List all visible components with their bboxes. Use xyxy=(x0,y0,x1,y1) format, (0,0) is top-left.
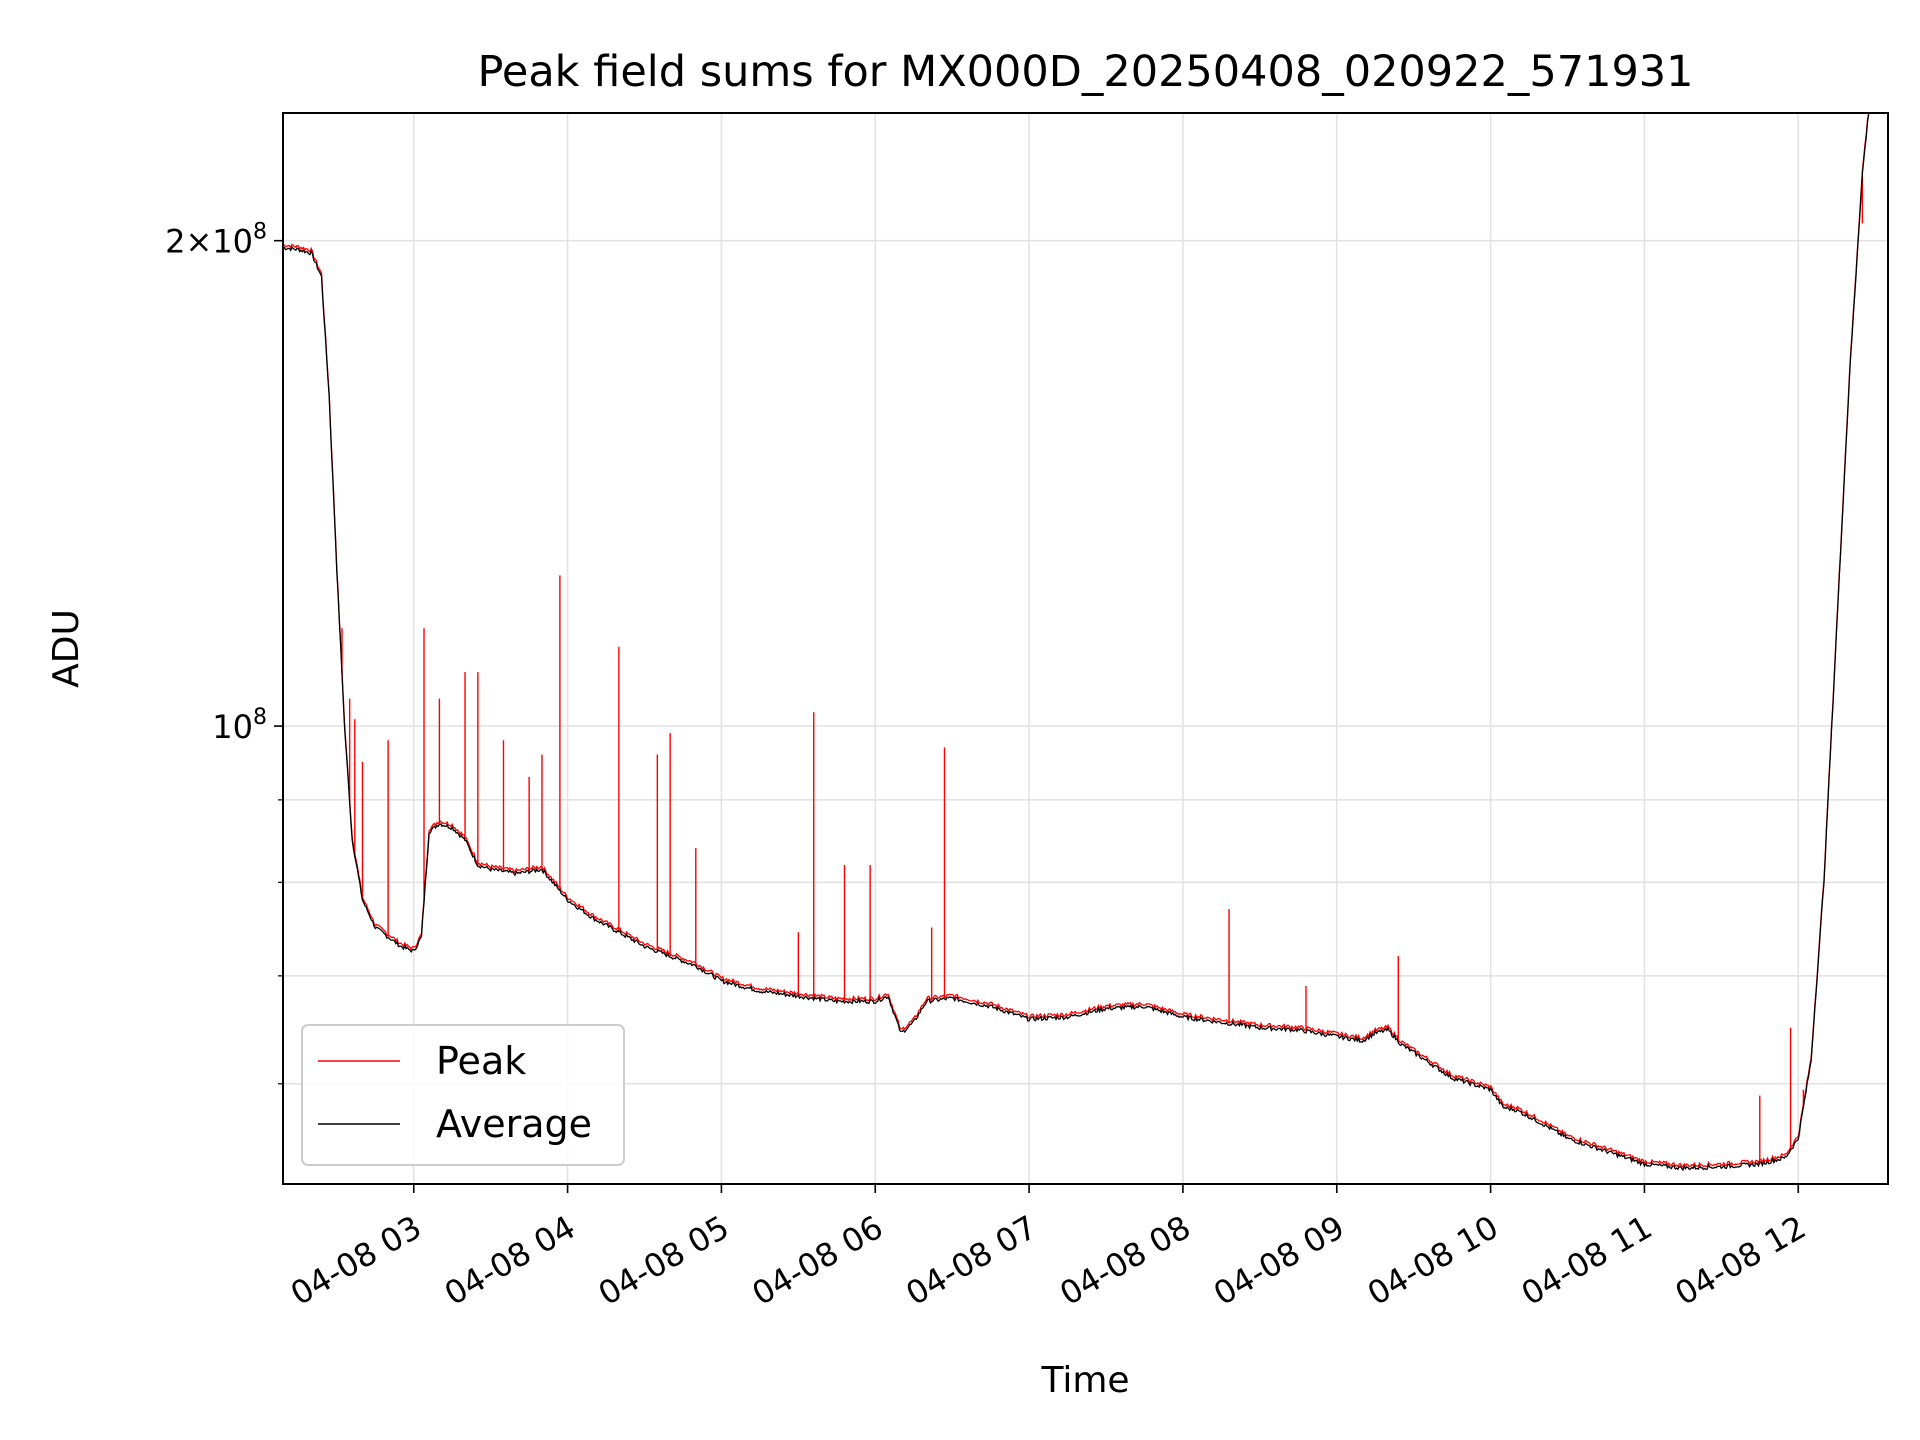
y-tick-exponent: 8 xyxy=(253,220,267,245)
y-tick-label: 108 xyxy=(212,705,267,746)
y-tick-label: 2×108 xyxy=(165,220,267,261)
legend-box xyxy=(301,1024,625,1166)
plot-frame xyxy=(282,112,1889,1185)
y-tick-base: 10 xyxy=(212,708,253,746)
y-tick-exponent: 8 xyxy=(253,705,267,730)
series-line-peak xyxy=(282,112,1871,1169)
y-tick-prefix: 2× xyxy=(165,223,212,261)
x-axis-title: Time xyxy=(1040,1360,1129,1401)
y-axis-title: ADU xyxy=(46,609,87,688)
plot-series xyxy=(282,112,1871,1172)
grid-lines xyxy=(283,113,1888,1184)
legend: Peak Average xyxy=(301,1024,625,1166)
legend-label-peak: Peak xyxy=(436,1039,526,1083)
y-tick-base: 10 xyxy=(212,223,253,261)
chart-title: Peak field sums for MX000D_20250408_0209… xyxy=(477,47,1693,97)
series-line-average xyxy=(282,112,1871,1172)
legend-label-average: Average xyxy=(436,1102,592,1146)
